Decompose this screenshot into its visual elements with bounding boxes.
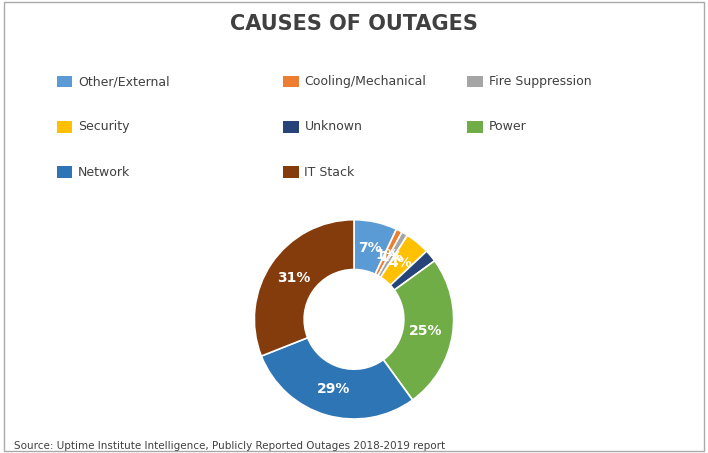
Text: 1%: 1% [379, 250, 403, 264]
Wedge shape [254, 220, 354, 356]
Text: Security: Security [78, 120, 130, 133]
Text: Unknown: Unknown [304, 120, 362, 133]
Text: IT Stack: IT Stack [304, 166, 355, 178]
Text: Fire Suppression: Fire Suppression [489, 75, 591, 88]
Text: 1%: 1% [375, 247, 399, 261]
Wedge shape [390, 251, 435, 290]
Text: Power: Power [489, 120, 526, 133]
Text: Source: Uptime Institute Intelligence, Publicly Reported Outages 2018-2019 repor: Source: Uptime Institute Intelligence, P… [14, 441, 445, 451]
Text: CAUSES OF OUTAGES: CAUSES OF OUTAGES [230, 14, 478, 34]
Text: Cooling/Mechanical: Cooling/Mechanical [304, 75, 426, 88]
Text: 29%: 29% [317, 382, 350, 396]
Wedge shape [375, 229, 402, 276]
Text: Other/External: Other/External [78, 75, 169, 88]
Wedge shape [354, 220, 396, 274]
Text: 7%: 7% [358, 241, 382, 255]
Text: Network: Network [78, 166, 130, 178]
Wedge shape [261, 337, 413, 419]
Text: 25%: 25% [409, 324, 442, 338]
Wedge shape [378, 232, 407, 277]
Text: 4%: 4% [389, 256, 412, 270]
Text: 31%: 31% [277, 271, 311, 285]
Wedge shape [381, 235, 427, 285]
Wedge shape [383, 261, 454, 400]
